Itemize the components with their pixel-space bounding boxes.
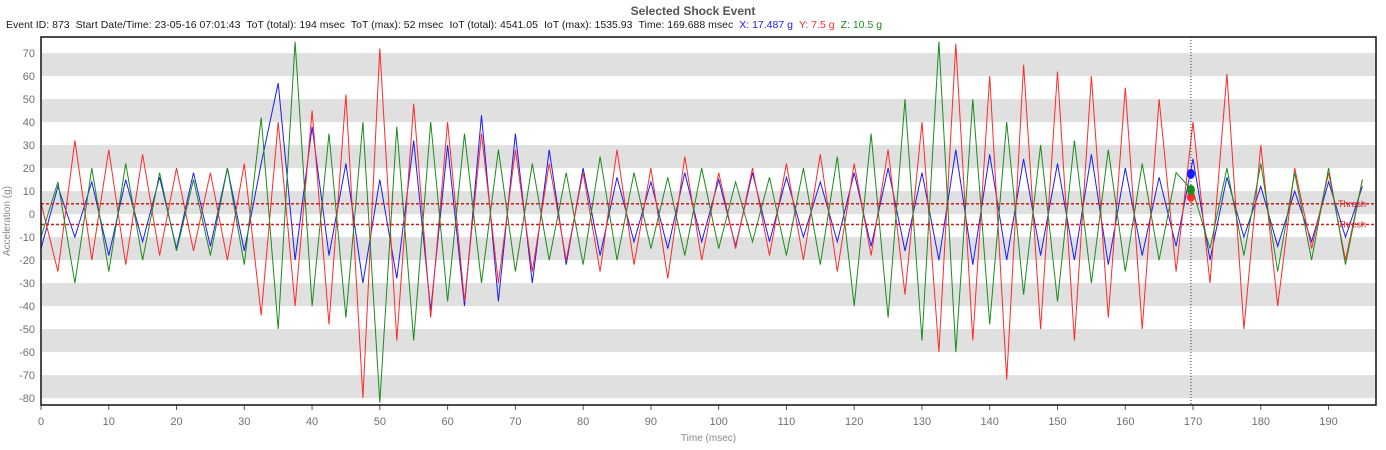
series-line-y [40, 43, 1363, 399]
x-value: X: 17.487 g [739, 19, 793, 31]
grid-band [41, 329, 1376, 353]
x-axis-ticks: 0 10 20 30 40 50 60 70 80 90 100 110 120 130 140 150 160… [38, 405, 1338, 428]
chart-title: Selected Shock Event [630, 4, 756, 18]
grid-band [41, 375, 1376, 399]
threshold-label: Thresh [1338, 199, 1366, 209]
x-axis-label: Time (msec) [681, 433, 736, 444]
plot-frame [40, 36, 1377, 406]
z-value: Z: 10.5 g [840, 19, 883, 31]
y-tick-label: 10 [23, 186, 35, 198]
x-tick-label: 170 [1184, 416, 1202, 428]
y-tick-label: -30 [19, 278, 35, 290]
event-id: Event ID: 873 [6, 19, 70, 31]
x-tick-label: 190 [1319, 416, 1337, 428]
time-cursor[interactable] [1186, 37, 1195, 405]
x-tick-label: 10 [103, 416, 115, 428]
grid-band [41, 237, 1376, 261]
cursor-marker-y [1186, 191, 1195, 202]
series-line-x [40, 82, 1363, 311]
grid-band [41, 283, 1376, 307]
iot-max: IoT (max): 1535.93 [543, 19, 633, 31]
x-tick-label: 70 [509, 416, 521, 428]
y-tick-label: -40 [19, 301, 35, 313]
y-tick-label: 60 [23, 71, 35, 83]
series-line-z [40, 41, 1363, 403]
x-tick-label: 160 [1116, 416, 1134, 428]
iot-total: IoT (total): 4541.05 [449, 19, 538, 31]
x-tick-label: 50 [374, 416, 386, 428]
x-tick-label: 30 [238, 416, 250, 428]
y-axis-label: Acceleration (g) [2, 186, 13, 256]
grid-band [41, 145, 1376, 169]
x-tick-label: 100 [709, 416, 727, 428]
y-axis-ticks: 70 60 50 40 30 20 10 0 -10 -20 -30 -40 -50 -60 -70 -80 [19, 48, 35, 405]
x-tick-label: 20 [170, 416, 182, 428]
x-tick-label: 0 [38, 416, 44, 428]
x-tick-label: 110 [778, 416, 796, 428]
y-tick-label: 70 [23, 48, 35, 60]
y-tick-label: 30 [23, 140, 35, 152]
x-tick-label: 140 [981, 416, 999, 428]
x-tick-label: 150 [1048, 416, 1066, 428]
start-datetime: Start Date/Time: 23-05-16 07:01:43 [75, 19, 241, 31]
event-info-line: Event ID: 873 Start Date/Time: 23-05-16 0… [6, 19, 888, 31]
x-tick-label: 120 [845, 416, 863, 428]
series-layer [40, 41, 1363, 403]
y-tick-label: -20 [19, 255, 35, 267]
x-tick-label: 80 [577, 416, 589, 428]
y-tick-label: -70 [19, 370, 35, 382]
y-tick-label: 20 [23, 163, 35, 175]
cursor-marker-z [1186, 184, 1195, 195]
y-tick-label: 40 [23, 117, 35, 129]
y-value: Y: 7.5 g [798, 19, 835, 31]
grid-band [41, 53, 1376, 77]
x-tick-label: 130 [913, 416, 931, 428]
x-tick-label: 40 [306, 416, 318, 428]
tot-max: ToT (max): 52 msec [350, 19, 444, 31]
grid-band [41, 99, 1376, 123]
y-tick-label: 0 [29, 209, 35, 221]
tot-total: ToT (total): 194 msec [246, 19, 345, 31]
cursor-marker-x [1186, 168, 1195, 179]
y-tick-label: 50 [23, 94, 35, 106]
x-tick-label: 180 [1252, 416, 1270, 428]
y-tick-label: -80 [19, 393, 35, 405]
threshold-lines: Thresh Thresh [41, 199, 1376, 229]
x-tick-label: 60 [441, 416, 453, 428]
threshold-label: Thresh [1338, 219, 1366, 229]
cursor-time: Time: 169.688 msec [638, 19, 734, 31]
x-tick-label: 90 [645, 416, 657, 428]
y-tick-label: -50 [19, 324, 35, 336]
y-tick-label: -60 [19, 347, 35, 359]
y-tick-label: -10 [19, 232, 35, 244]
